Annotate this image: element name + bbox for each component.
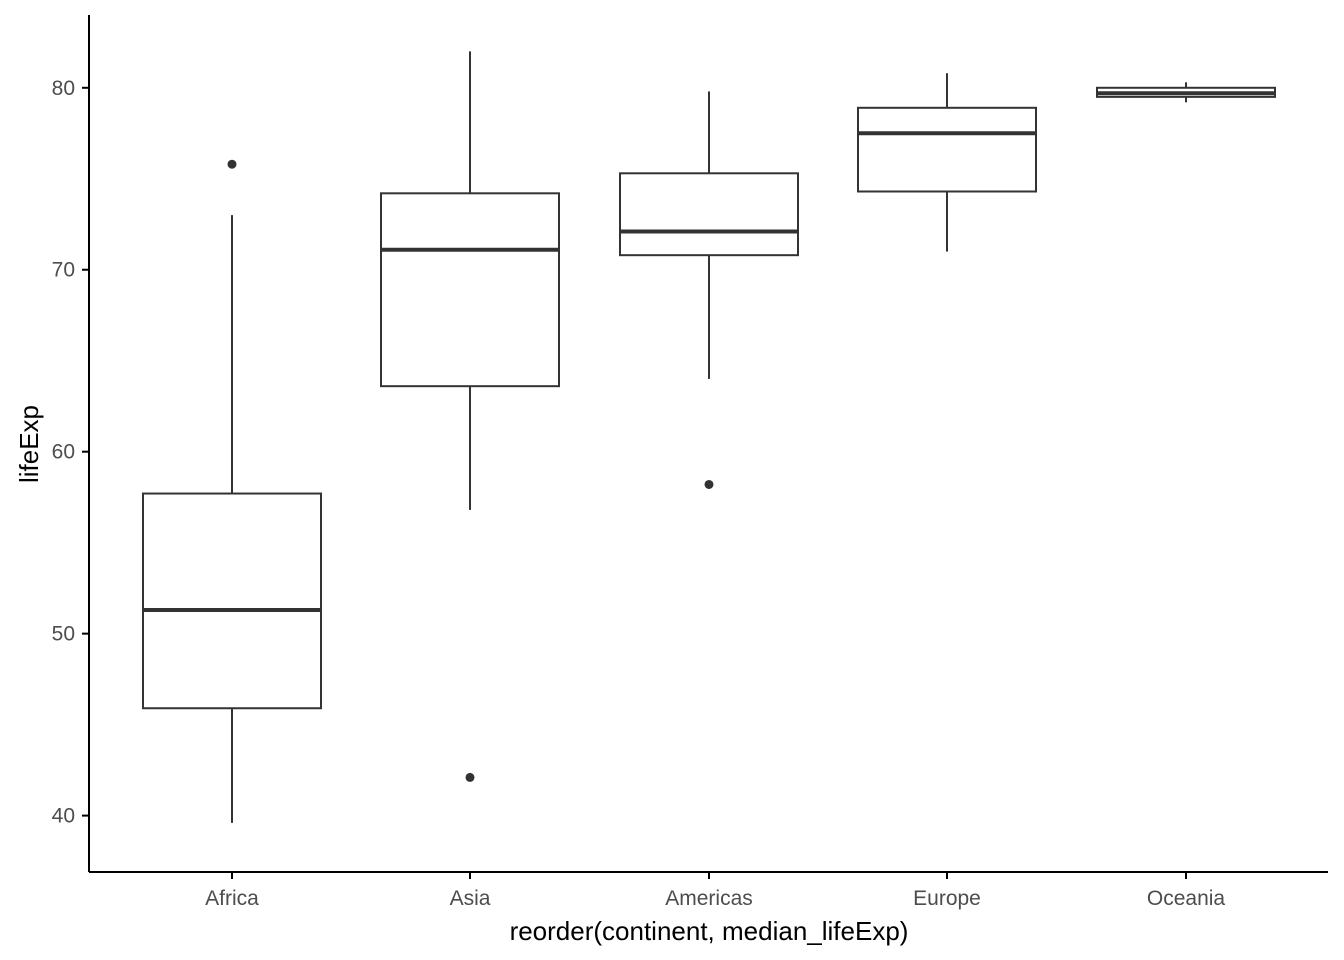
- box-group-europe: [857, 73, 1037, 252]
- box-group-americas: [619, 91, 799, 489]
- box-iqr: [857, 106, 1037, 193]
- outlier-point: [227, 159, 237, 169]
- y-axis-title: lifeExp: [14, 405, 44, 483]
- box-group-oceania: [1096, 82, 1276, 103]
- y-tick-label: 40: [52, 805, 75, 828]
- x-axis-ticks: Africa Asia Americas Europe Oceania: [205, 872, 1225, 910]
- box-iqr: [380, 192, 560, 388]
- x-tick-label: Europe: [913, 887, 981, 910]
- y-tick-label: 60: [52, 441, 75, 464]
- y-tick-label: 50: [52, 623, 75, 646]
- outlier-point: [704, 479, 714, 489]
- x-tick-label: Asia: [450, 887, 491, 910]
- chart-marks: [142, 51, 1276, 823]
- y-tick-label: 70: [52, 259, 75, 282]
- box-iqr: [142, 492, 322, 710]
- x-tick-label: Oceania: [1147, 887, 1226, 910]
- box-group-asia: [380, 51, 560, 782]
- x-tick-label: Africa: [205, 887, 259, 910]
- box-iqr: [619, 172, 799, 257]
- x-axis-title: reorder(continent, median_lifeExp): [510, 916, 909, 946]
- box-group-africa: [142, 159, 322, 823]
- x-tick-label: Americas: [665, 887, 753, 910]
- y-tick-label: 80: [52, 77, 75, 100]
- y-axis-ticks: 40 50 60 70 80: [52, 77, 89, 828]
- outlier-point: [465, 772, 475, 782]
